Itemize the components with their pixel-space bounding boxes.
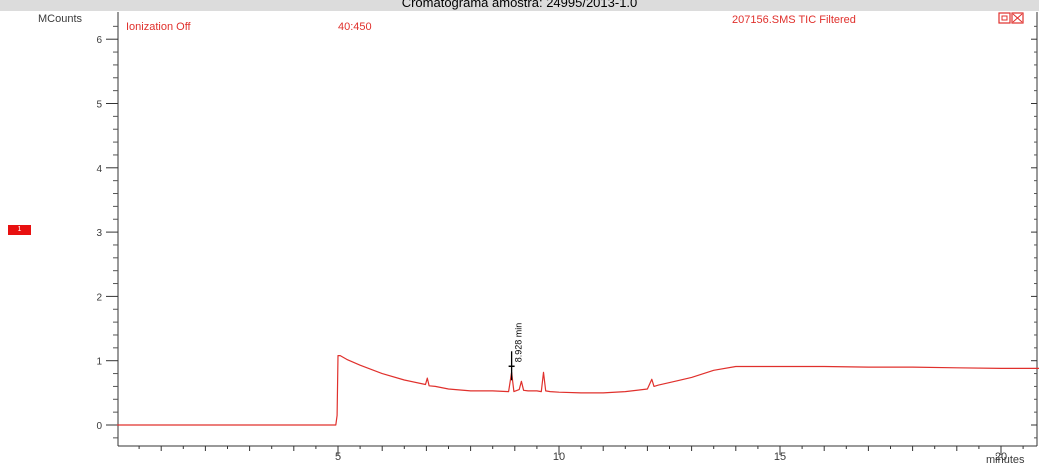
y-tick-label: 5 — [96, 100, 102, 111]
y-tick-label: 0 — [96, 421, 102, 432]
y-tick-label: 1 — [96, 357, 102, 368]
chromatogram-trace — [117, 355, 1039, 426]
x-tick-label: 5 — [335, 451, 341, 463]
x-tick-label: 20 — [995, 451, 1007, 463]
ionization-status: Ionization Off — [126, 21, 192, 33]
trace-number-badge[interactable]: 1 — [8, 225, 31, 235]
close-icon[interactable] — [1011, 12, 1024, 24]
y-tick-label: 4 — [96, 164, 102, 175]
y-tick-label: 2 — [96, 292, 102, 303]
restore-icon[interactable] — [998, 12, 1011, 24]
x-tick-label: 10 — [553, 451, 565, 463]
x-axis-unit-label: minutes — [986, 454, 1025, 464]
mass-range: 40:450 — [338, 21, 372, 33]
peak-annotation-label: 8.928 min — [514, 323, 524, 363]
window-title-bar: Cromatograma amostra: 24995/2013-1.0 — [0, 0, 1039, 11]
trace-name: 207156.SMS TIC Filtered — [732, 14, 856, 26]
window-title: Cromatograma amostra: 24995/2013-1.0 — [401, 0, 638, 10]
y-tick-label: 6 — [96, 35, 102, 46]
y-axis-unit-label: MCounts — [38, 13, 83, 25]
x-tick-label: 15 — [774, 451, 786, 463]
y-tick-label: 3 — [96, 228, 102, 239]
